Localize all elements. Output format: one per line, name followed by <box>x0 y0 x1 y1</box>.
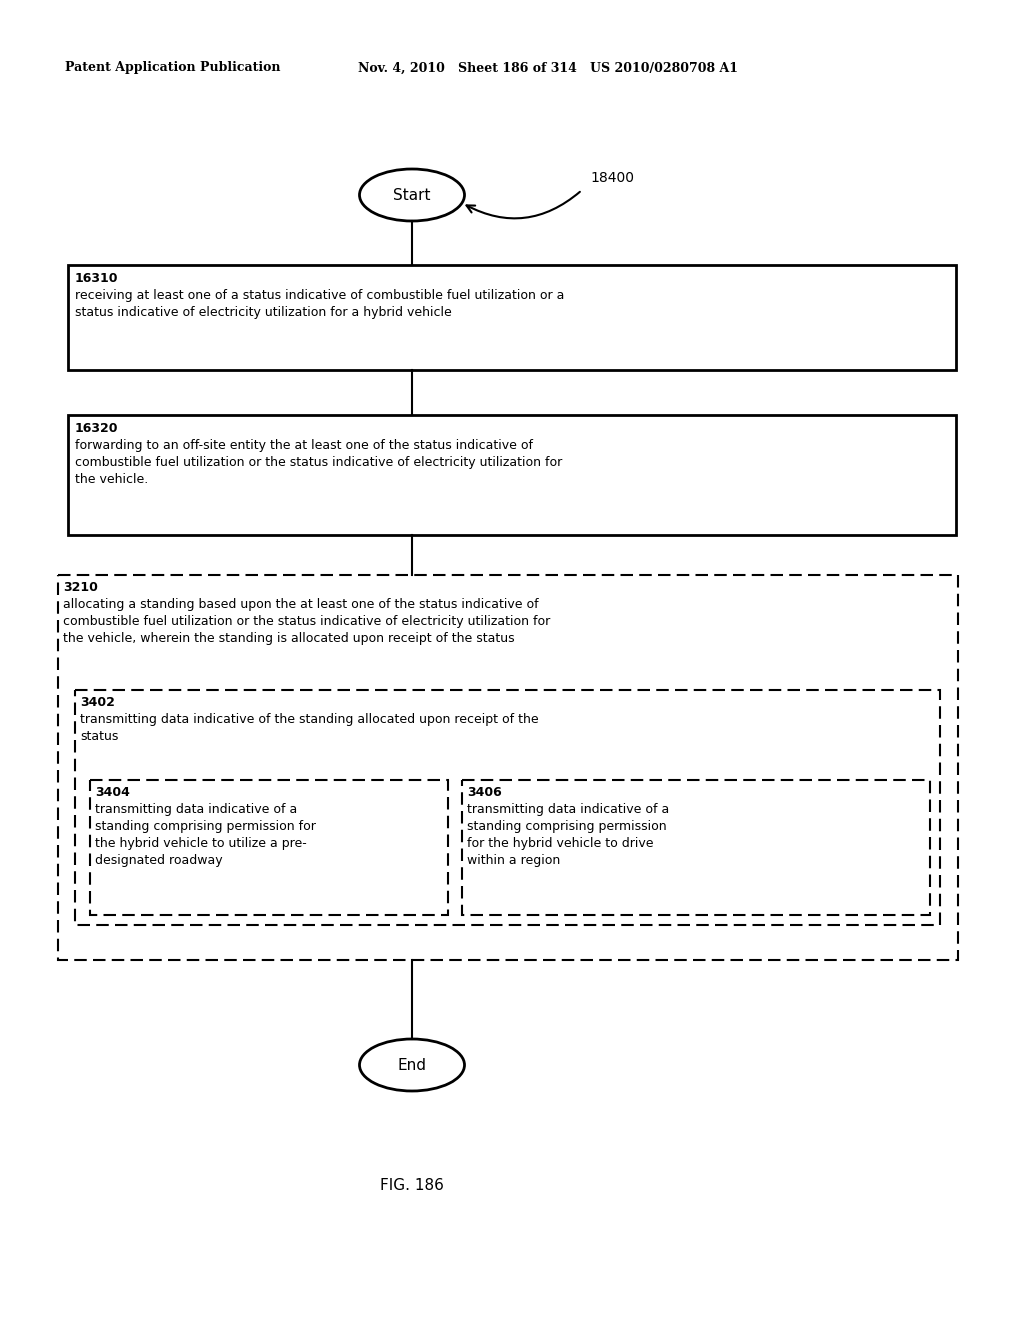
Bar <box>75 690 940 925</box>
Bar <box>462 780 930 915</box>
Bar <box>68 414 956 535</box>
Text: transmitting data indicative of the standing allocated upon receipt of the
statu: transmitting data indicative of the stan… <box>80 713 539 743</box>
Text: Start: Start <box>393 187 431 202</box>
Bar <box>90 780 449 915</box>
Bar <box>68 265 956 370</box>
Text: Patent Application Publication: Patent Application Publication <box>65 62 281 74</box>
Text: 3404: 3404 <box>95 785 130 799</box>
Text: 16320: 16320 <box>75 422 119 436</box>
Text: Nov. 4, 2010   Sheet 186 of 314   US 2010/0280708 A1: Nov. 4, 2010 Sheet 186 of 314 US 2010/02… <box>358 62 738 74</box>
Text: allocating a standing based upon the at least one of the status indicative of
co: allocating a standing based upon the at … <box>63 598 550 645</box>
Text: 3402: 3402 <box>80 696 115 709</box>
Text: forwarding to an off-site entity the at least one of the status indicative of
co: forwarding to an off-site entity the at … <box>75 440 562 486</box>
Text: 16310: 16310 <box>75 272 119 285</box>
FancyArrowPatch shape <box>467 191 580 218</box>
Text: 3210: 3210 <box>63 581 98 594</box>
Text: transmitting data indicative of a
standing comprising permission for
the hybrid : transmitting data indicative of a standi… <box>95 803 315 867</box>
Text: End: End <box>397 1057 427 1072</box>
Text: FIG. 186: FIG. 186 <box>380 1177 444 1192</box>
Text: 3406: 3406 <box>467 785 502 799</box>
Bar <box>58 576 958 960</box>
Text: transmitting data indicative of a
standing comprising permission
for the hybrid : transmitting data indicative of a standi… <box>467 803 670 867</box>
Text: receiving at least one of a status indicative of combustible fuel utilization or: receiving at least one of a status indic… <box>75 289 564 319</box>
Text: 18400: 18400 <box>590 172 634 185</box>
